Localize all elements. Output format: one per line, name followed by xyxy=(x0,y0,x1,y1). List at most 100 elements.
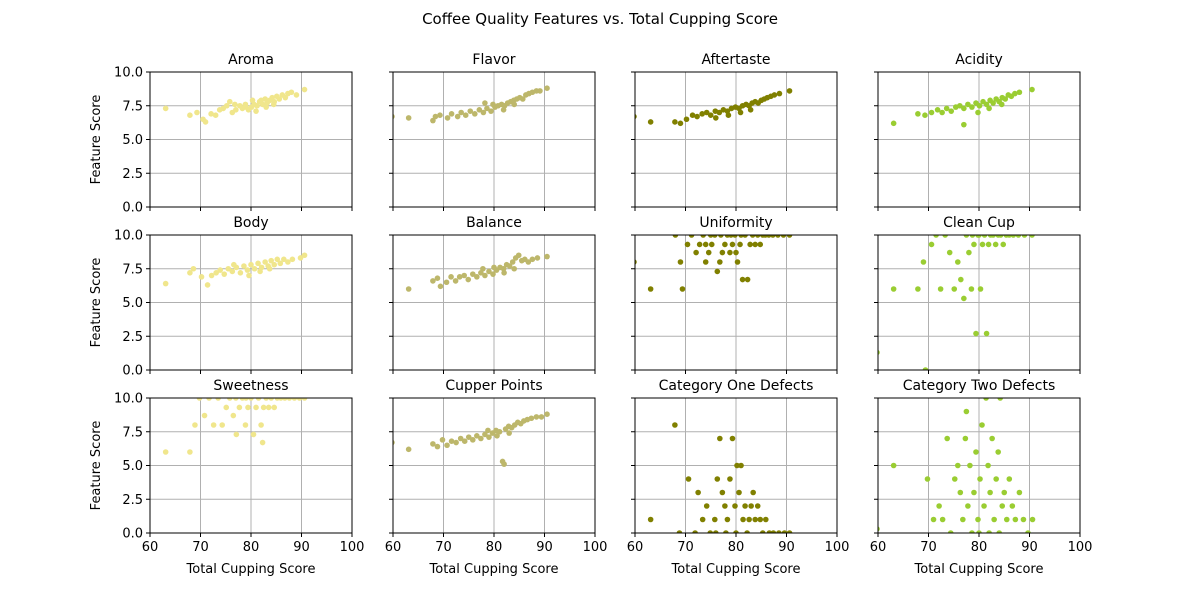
data-point xyxy=(719,489,726,496)
data-point xyxy=(490,271,496,277)
data-point xyxy=(490,101,496,108)
y-tick-label: 7.5 xyxy=(122,99,143,114)
data-point xyxy=(684,241,691,248)
data-point xyxy=(943,105,950,112)
data-point xyxy=(1010,235,1017,238)
data-point xyxy=(1029,235,1035,238)
data-point xyxy=(922,112,928,118)
data-point xyxy=(694,113,700,120)
data-point xyxy=(233,398,239,401)
data-point xyxy=(635,259,637,265)
data-point xyxy=(696,241,703,248)
data-point xyxy=(947,530,954,533)
x-tick-label: 60 xyxy=(627,540,644,555)
points-acidity xyxy=(890,86,1035,128)
data-point xyxy=(268,398,274,401)
data-point xyxy=(999,503,1006,509)
data-point xyxy=(754,503,761,509)
data-point xyxy=(1016,89,1023,96)
x-tick-label: 60 xyxy=(870,540,887,555)
data-point xyxy=(437,283,444,290)
y-tick-label: 7.5 xyxy=(122,262,143,277)
data-point xyxy=(986,530,992,533)
data-point xyxy=(747,107,754,113)
data-point xyxy=(742,503,748,509)
data-point xyxy=(781,530,788,533)
data-point xyxy=(757,516,764,523)
data-point xyxy=(474,274,480,280)
data-point xyxy=(217,267,223,273)
data-point xyxy=(951,286,958,292)
panel-title: Clean Cup xyxy=(943,215,1015,231)
data-point xyxy=(1015,235,1022,238)
data-point xyxy=(262,259,268,265)
data-point xyxy=(965,503,971,509)
data-point xyxy=(725,112,732,118)
data-point xyxy=(187,449,193,455)
data-point xyxy=(968,286,975,292)
data-point xyxy=(448,438,455,445)
data-point xyxy=(752,516,758,523)
data-point xyxy=(467,108,474,114)
data-point xyxy=(975,109,981,116)
data-point xyxy=(679,286,686,292)
points-category-two-defects xyxy=(878,398,1036,533)
data-point xyxy=(453,439,459,446)
data-point xyxy=(255,260,261,267)
data-point xyxy=(253,404,259,411)
panel-title: Sweetness xyxy=(213,378,288,394)
data-point xyxy=(434,443,441,450)
data-point xyxy=(749,235,756,238)
data-point xyxy=(268,257,275,264)
data-point xyxy=(998,101,1005,108)
data-point xyxy=(212,112,219,118)
points-cupper-points xyxy=(393,411,550,467)
data-point xyxy=(291,398,298,401)
data-point xyxy=(465,434,472,440)
data-point xyxy=(511,265,517,272)
data-point xyxy=(1020,516,1027,523)
data-point xyxy=(519,96,526,102)
data-point xyxy=(286,398,293,401)
data-point xyxy=(991,516,997,523)
data-point xyxy=(942,235,948,238)
data-point xyxy=(461,438,468,445)
x-tick-label: 60 xyxy=(385,540,402,555)
data-point xyxy=(976,530,982,533)
data-point xyxy=(722,503,728,509)
data-point xyxy=(890,462,897,469)
data-point xyxy=(534,255,541,261)
data-point xyxy=(969,104,975,110)
data-point xyxy=(196,398,203,401)
y-axis-label: Feature Score xyxy=(89,421,104,511)
data-point xyxy=(990,100,996,106)
data-point xyxy=(223,102,230,109)
data-point xyxy=(511,101,517,108)
data-point xyxy=(965,101,971,108)
data-point xyxy=(688,235,695,238)
panel-category-one-defects: Category One Defects 60 70 80 90 100 Total Cup… xyxy=(627,378,850,577)
data-point xyxy=(282,398,288,401)
x-tick-label: 70 xyxy=(435,540,452,555)
data-point xyxy=(928,109,935,116)
data-point xyxy=(992,241,999,248)
data-point xyxy=(723,530,729,533)
data-point xyxy=(995,449,1001,455)
panel-flavor: Flavor xyxy=(389,52,596,211)
data-point xyxy=(405,286,412,292)
data-point xyxy=(647,286,654,292)
panel-body: Body 0.0 2.5 5.0 7.5 10.0 Feature Score xyxy=(89,215,353,379)
data-point xyxy=(506,430,512,436)
data-point xyxy=(457,435,464,442)
data-point xyxy=(724,516,731,523)
data-point xyxy=(939,109,945,116)
data-point xyxy=(934,107,941,113)
data-point xyxy=(635,113,637,120)
data-point xyxy=(230,412,237,419)
data-point xyxy=(993,476,999,482)
data-point xyxy=(206,398,212,401)
data-point xyxy=(225,265,232,272)
y-tick-label: 5.0 xyxy=(122,133,143,148)
data-point xyxy=(983,101,990,108)
data-point xyxy=(462,112,469,118)
